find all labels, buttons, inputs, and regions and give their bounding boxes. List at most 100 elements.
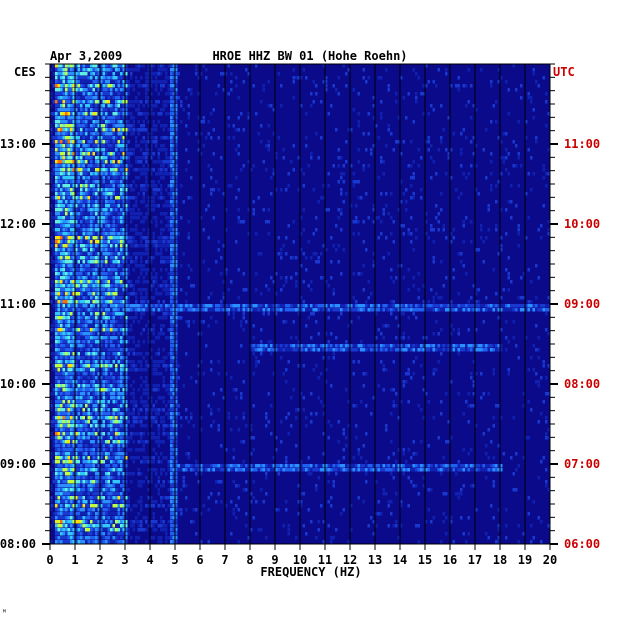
spectrogram-cell [97, 364, 100, 368]
spectrogram-cell [152, 308, 155, 312]
spectrogram-cell [407, 344, 410, 348]
spectrogram-cell [142, 300, 145, 304]
spectrogram-cell [477, 248, 480, 252]
spectrogram-cell [125, 244, 128, 248]
spectrogram-cell [365, 308, 368, 312]
spectrogram-cell [120, 88, 123, 92]
spectrogram-cell [107, 64, 110, 68]
spectrogram-cell [397, 344, 400, 348]
spectrogram-cell [120, 288, 123, 292]
spectrogram-cell [70, 336, 73, 340]
spectrogram-cell [112, 188, 115, 192]
spectrogram-cell [110, 108, 113, 112]
spectrogram-cell [67, 180, 70, 184]
spectrogram-cell [112, 192, 115, 196]
spectrogram-cell [85, 76, 88, 80]
spectrogram-cell [110, 228, 113, 232]
spectrogram-cell [117, 348, 120, 352]
spectrogram-cell [80, 232, 83, 236]
spectrogram-cell [62, 80, 65, 84]
spectrogram-cell [55, 100, 58, 104]
spectrogram-cell [85, 340, 88, 344]
spectrogram-cell [265, 308, 268, 312]
spectrogram-cell [227, 308, 230, 312]
spectrogram-cell [65, 360, 68, 364]
spectrogram-cell [172, 376, 175, 380]
spectrogram-cell [130, 212, 133, 216]
spectrogram-cell [55, 392, 58, 396]
spectrogram-cell [520, 276, 523, 280]
spectrogram-cell [57, 88, 60, 92]
spectrogram-cell [505, 304, 508, 308]
spectrogram-cell [240, 308, 243, 312]
spectrogram-cell [120, 344, 123, 348]
spectrogram-cell [82, 304, 85, 308]
spectrogram-cell [307, 344, 310, 348]
spectrogram-cell [165, 364, 168, 368]
spectrogram-cell [65, 288, 68, 292]
spectrogram-cell [160, 64, 163, 68]
spectrogram-cell [470, 348, 473, 352]
spectrogram-cell [77, 352, 80, 356]
spectrogram-cell [137, 276, 140, 280]
spectrogram-cell [547, 112, 550, 116]
spectrogram-cell [430, 308, 433, 312]
spectrogram-cell [72, 96, 75, 100]
spectrogram-cell [142, 128, 145, 132]
spectrogram-cell [432, 108, 435, 112]
spectrogram-cell [137, 108, 140, 112]
spectrogram-cell [60, 156, 63, 160]
spectrogram-cell [115, 284, 118, 288]
spectrogram-cell [282, 304, 285, 308]
spectrogram-cell [542, 168, 545, 172]
spectrogram-cell [375, 344, 378, 348]
spectrogram-cell [70, 176, 73, 180]
spectrogram-cell [52, 296, 55, 300]
spectrogram-cell [145, 216, 148, 220]
spectrogram-cell [185, 292, 188, 296]
spectrogram-cell [112, 332, 115, 336]
spectrogram-cell [150, 328, 153, 332]
spectrogram-cell [145, 212, 148, 216]
spectrogram-cell [145, 176, 148, 180]
spectrogram-cell [277, 308, 280, 312]
spectrogram-cell [105, 236, 108, 240]
spectrogram-cell [65, 376, 68, 380]
spectrogram-cell [125, 380, 128, 384]
spectrogram-cell [477, 304, 480, 308]
spectrogram-cell [175, 148, 178, 152]
spectrogram-cell [137, 244, 140, 248]
spectrogram-cell [97, 196, 100, 200]
spectrogram-cell [87, 160, 90, 164]
spectrogram-cell [60, 264, 63, 268]
spectrogram-cell [362, 372, 365, 376]
spectrogram-cell [135, 252, 138, 256]
spectrogram-cell [320, 136, 323, 140]
spectrogram-cell [242, 272, 245, 276]
spectrogram-cell [435, 368, 438, 372]
spectrogram-cell [135, 260, 138, 264]
spectrogram-cell [145, 304, 148, 308]
spectrogram-cell [185, 300, 188, 304]
spectrogram-cell [470, 164, 473, 168]
spectrogram-cell [297, 344, 300, 348]
spectrogram-cell [145, 324, 148, 328]
spectrogram-cell [357, 220, 360, 224]
spectrogram-cell [82, 368, 85, 372]
spectrogram-cell [132, 288, 135, 292]
spectrogram-cell [65, 92, 68, 96]
spectrogram-cell [162, 84, 165, 88]
spectrogram-cell [90, 176, 93, 180]
spectrogram-cell [110, 376, 113, 380]
spectrogram-cell [67, 268, 70, 272]
spectrogram-cell [547, 304, 550, 308]
spectrogram-cell [147, 100, 150, 104]
spectrogram-cell [155, 308, 158, 312]
spectrogram-cell [170, 84, 173, 88]
spectrogram-cell [490, 84, 493, 88]
spectrogram-cell [105, 340, 108, 344]
spectrogram-cell [97, 164, 100, 168]
spectrogram-cell [507, 152, 510, 156]
spectrogram-cell [327, 172, 330, 176]
spectrogram-cell [67, 292, 70, 296]
